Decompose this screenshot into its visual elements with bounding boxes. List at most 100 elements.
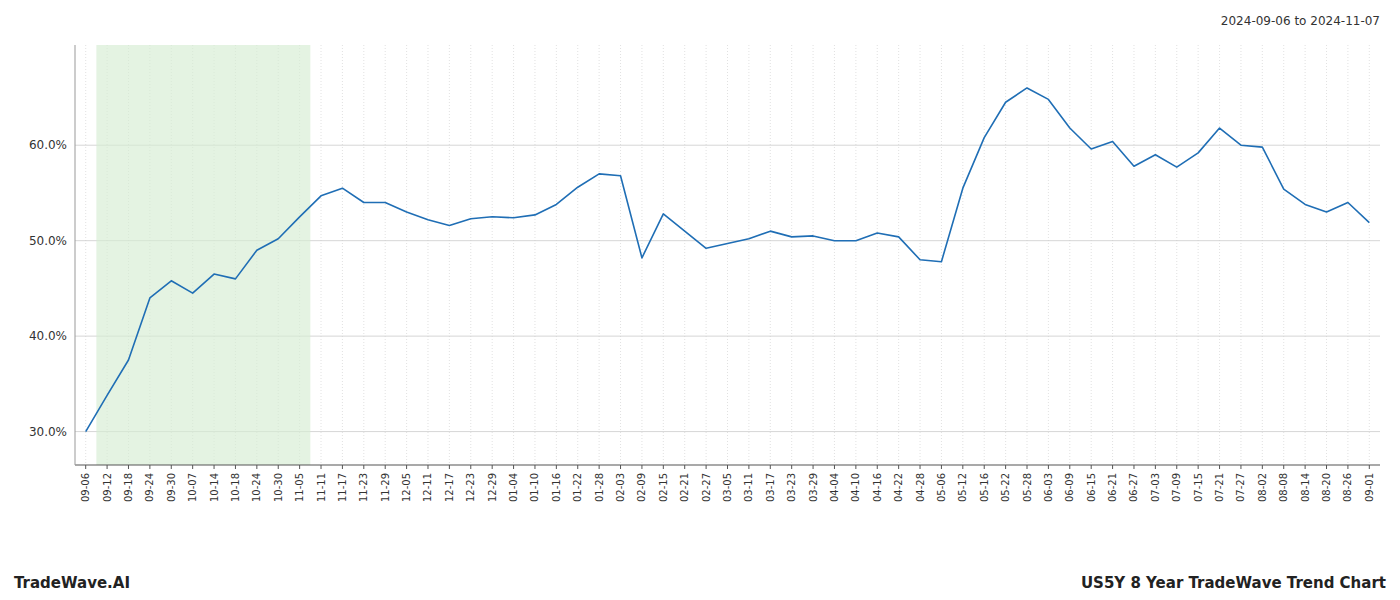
- x-tick-label: 11-17: [337, 473, 348, 502]
- x-grid-line: [449, 45, 450, 465]
- x-tick-label: 05-16: [979, 473, 990, 502]
- x-tick-label: 07-03: [1150, 473, 1161, 502]
- y-tick-label: 50.0%: [29, 234, 67, 248]
- x-tick-label: 11-29: [380, 473, 391, 502]
- x-tick-label: 04-28: [915, 473, 926, 502]
- x-tick-label: 01-04: [508, 473, 519, 502]
- x-grid-line: [1219, 45, 1220, 465]
- axes: 30.0%40.0%50.0%60.0%09-0609-1209-1809-24…: [29, 45, 1380, 502]
- x-grid-line: [1283, 45, 1284, 465]
- x-tick-label: 03-17: [765, 473, 776, 502]
- x-grid-line: [1027, 45, 1028, 465]
- x-tick-label: 01-10: [529, 473, 540, 502]
- x-tick-label: 10-07: [187, 473, 198, 502]
- x-grid-line: [813, 45, 814, 465]
- x-tick-label: 07-15: [1193, 473, 1204, 502]
- x-tick-label: 10-24: [251, 473, 262, 502]
- x-grid-line: [855, 45, 856, 465]
- background: [0, 0, 1400, 600]
- x-tick-label: 02-27: [701, 473, 712, 502]
- x-tick-label: 04-16: [872, 473, 883, 502]
- x-grid-line: [342, 45, 343, 465]
- x-tick-label: 11-23: [358, 473, 369, 502]
- x-tick-label: 05-12: [957, 473, 968, 502]
- x-tick-label: 11-11: [316, 473, 327, 502]
- x-grid-line: [834, 45, 835, 465]
- x-grid-line: [1069, 45, 1070, 465]
- x-axis-line: [75, 464, 1380, 465]
- x-tick-label: 06-03: [1043, 473, 1054, 502]
- x-grid-line: [1091, 45, 1092, 465]
- x-tick-label: 02-21: [679, 473, 690, 502]
- x-grid-line: [1305, 45, 1306, 465]
- x-tick-label: 05-22: [1000, 473, 1011, 502]
- x-tick-label: 08-08: [1278, 473, 1289, 502]
- footer-left: TradeWave.AI: [14, 574, 130, 592]
- x-grid-line: [748, 45, 749, 465]
- y-axis-line: [75, 45, 76, 465]
- x-grid-line: [1176, 45, 1177, 465]
- x-grid-line: [620, 45, 621, 465]
- x-tick-label: 07-21: [1214, 473, 1225, 502]
- x-grid-line: [1133, 45, 1134, 465]
- y-tick-label: 60.0%: [29, 138, 67, 152]
- x-tick-label: 12-11: [422, 473, 433, 502]
- x-grid-line: [1369, 45, 1370, 465]
- x-tick-label: 01-28: [594, 473, 605, 502]
- grid: [75, 45, 1380, 465]
- shaded-region: [96, 45, 310, 465]
- x-grid-line: [1326, 45, 1327, 465]
- x-tick-label: 06-27: [1128, 473, 1139, 502]
- x-grid-line: [1112, 45, 1113, 465]
- x-tick-label: 04-22: [893, 473, 904, 502]
- x-grid-line: [962, 45, 963, 465]
- chart: 30.0%40.0%50.0%60.0%09-0609-1209-1809-24…: [0, 0, 1400, 600]
- x-grid-line: [684, 45, 685, 465]
- x-tick-label: 09-30: [166, 473, 177, 502]
- x-grid-line: [492, 45, 493, 465]
- x-tick-label: 03-23: [786, 473, 797, 502]
- x-grid-line: [791, 45, 792, 465]
- x-tick-label: 09-12: [102, 473, 113, 502]
- x-grid-line: [877, 45, 878, 465]
- line: [86, 88, 1370, 432]
- x-grid-line: [706, 45, 707, 465]
- x-grid-line: [1262, 45, 1263, 465]
- y-tick-label: 30.0%: [29, 425, 67, 439]
- x-grid-line: [470, 45, 471, 465]
- x-grid-line: [556, 45, 557, 465]
- footer-right: US5Y 8 Year TradeWave Trend Chart: [1081, 574, 1386, 592]
- plot-area: [86, 45, 1370, 465]
- x-grid-line: [1048, 45, 1049, 465]
- x-tick-label: 10-18: [230, 473, 241, 502]
- x-tick-label: 09-24: [144, 473, 155, 502]
- x-grid-line: [363, 45, 364, 465]
- x-tick-label: 02-09: [636, 473, 647, 502]
- x-tick-label: 08-02: [1257, 473, 1268, 502]
- x-grid-line: [984, 45, 985, 465]
- x-tick-label: 07-27: [1235, 473, 1246, 502]
- x-grid-line: [577, 45, 578, 465]
- x-grid-line: [727, 45, 728, 465]
- x-grid-line: [385, 45, 386, 465]
- x-tick-label: 08-20: [1321, 473, 1332, 502]
- x-tick-label: 06-09: [1064, 473, 1075, 502]
- x-tick-label: 04-04: [829, 473, 840, 502]
- x-grid-line: [663, 45, 664, 465]
- x-tick-label: 04-10: [850, 473, 861, 502]
- x-grid-line: [941, 45, 942, 465]
- x-tick-label: 03-05: [722, 473, 733, 502]
- x-grid-line: [427, 45, 428, 465]
- x-tick-label: 12-17: [444, 473, 455, 502]
- x-tick-label: 03-11: [743, 473, 754, 502]
- x-tick-label: 10-30: [273, 473, 284, 502]
- x-tick-label: 07-09: [1171, 473, 1182, 502]
- x-grid-line: [770, 45, 771, 465]
- x-grid-line: [599, 45, 600, 465]
- x-grid-line: [406, 45, 407, 465]
- x-tick-label: 11-05: [294, 473, 305, 502]
- x-tick-label: 12-29: [487, 473, 498, 502]
- x-grid-line: [513, 45, 514, 465]
- x-tick-label: 12-23: [465, 473, 476, 502]
- x-tick-label: 08-26: [1342, 473, 1353, 502]
